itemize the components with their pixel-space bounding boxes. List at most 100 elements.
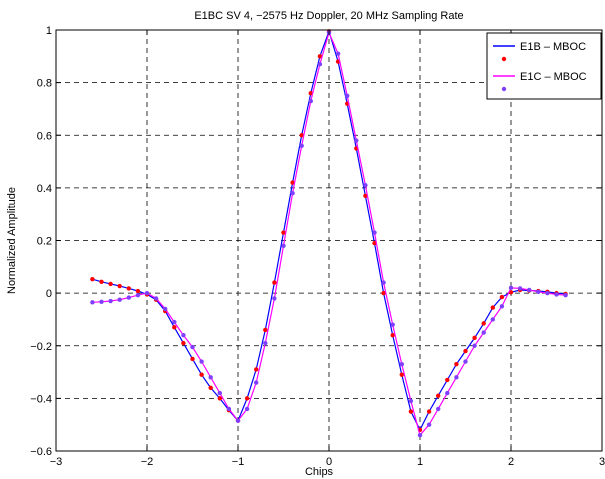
data-point [408,409,414,414]
data-point [263,327,268,333]
y-tick-label: 0.8 [37,78,52,90]
data-point [490,305,495,310]
data-point [390,322,395,327]
data-point [153,296,159,301]
y-tick-label: 1 [46,25,52,37]
data-point [381,290,386,296]
data-point [199,372,204,377]
legend-entry-2: E1C – MBOC [493,71,587,92]
data-point [108,281,113,287]
data-point [181,340,186,346]
data-point [308,98,313,104]
legend-entry-1: E1B – MBOC [493,41,586,62]
data-point [472,343,477,348]
data-point [226,406,232,412]
data-point [99,299,104,305]
data-point [372,230,377,235]
ticks: −3 −2 −1 0 1 2 3 −0.6 −0.4 −0.2 0 0.2 0.4 0.6 0.8 1 [30,25,605,468]
data-point [454,375,459,380]
x-tick-label: −1 [232,456,245,468]
data-point [472,335,477,341]
data-point [363,183,368,188]
data-point [563,293,568,298]
x-tick-label: 0 [326,456,332,468]
data-point [181,333,186,338]
data-point [235,418,241,423]
x-tick-label: 3 [599,456,605,468]
data-point [399,372,404,377]
data-point [335,51,341,56]
x-axis-label: Chips [305,466,334,478]
data-point [536,289,541,295]
data-point [90,300,95,305]
grid [56,30,602,451]
data-point [527,287,532,293]
data-point [426,409,432,414]
data-point [317,62,323,67]
data-point [99,279,104,285]
data-point [126,295,131,300]
data-point [208,385,213,391]
data-point [117,283,122,289]
y-tick-label: 0.6 [37,130,52,142]
data-point [263,340,268,346]
data-point [408,398,414,404]
data-point [281,243,286,248]
data-point [517,286,523,291]
data-point [299,133,304,138]
data-point [545,290,550,296]
data-point [172,325,177,330]
data-point [135,293,141,298]
data-point [499,304,505,309]
data-point [190,344,195,350]
data-point [90,276,95,282]
data-point [481,321,486,326]
data-point [463,359,468,364]
data-point [463,348,468,354]
legend-box [486,32,602,100]
data-point [217,396,222,401]
data-point [217,390,222,396]
data-point [426,422,432,427]
data-point [354,138,359,143]
x-tick-label: 2 [508,456,514,468]
data-point [445,390,450,396]
chart-title: E1BC SV 4, −2575 Hz Doppler, 20 MHz Samp… [194,10,463,22]
data-point [345,93,350,98]
x-tick-label: −3 [50,456,63,468]
data-point [208,375,213,380]
y-tick-label: −0.4 [30,393,52,405]
data-point [290,190,295,196]
y-tick-label: 0 [46,288,52,300]
data-point [554,292,559,297]
data-point [290,180,295,185]
data-point [381,280,386,285]
legend-marker-swatch [501,86,507,92]
data-point [372,240,377,246]
data-point [172,319,177,325]
legend-label: E1B – MBOC [520,41,586,53]
data-point [108,298,113,304]
y-tick-label: 0.4 [37,183,52,195]
data-point [272,280,277,285]
data-point [436,393,441,398]
data-point [244,396,250,401]
legend: E1B – MBOC E1C – MBOC [486,32,602,100]
y-tick-label: 0.2 [37,236,52,248]
data-point [254,380,259,385]
data-point [454,361,459,367]
data-point [190,356,195,362]
data-point [135,288,141,294]
data-point [244,406,250,412]
data-point [399,361,404,367]
data-point [481,330,486,335]
x-tick-label: −2 [141,456,154,468]
data-point [508,285,514,291]
data-point [144,290,150,296]
data-point [445,377,450,383]
data-point [163,306,168,312]
data-point [199,359,204,364]
y-axis-label: Normalized Amplitude [6,187,18,294]
data-point [299,143,304,148]
